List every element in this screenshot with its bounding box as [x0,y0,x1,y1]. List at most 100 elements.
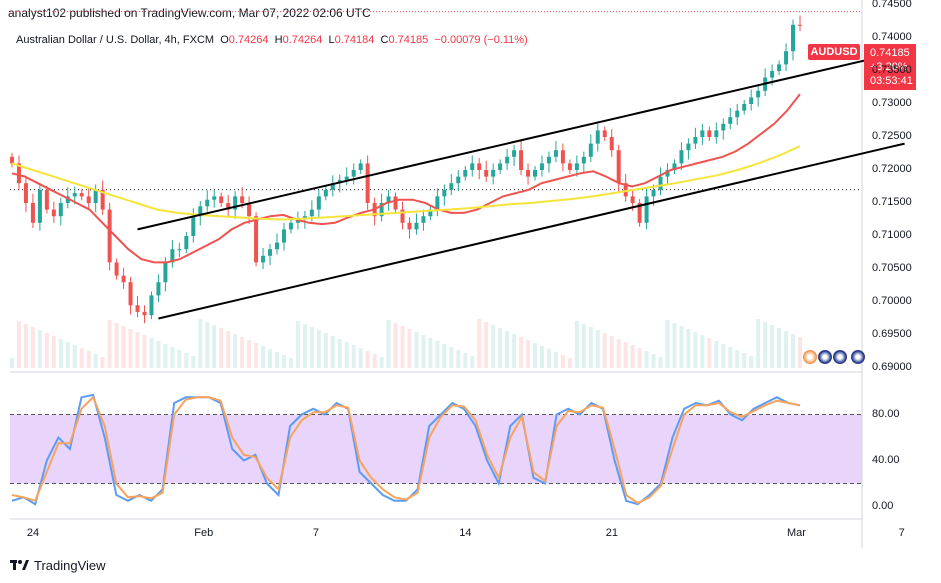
volume-bar [484,322,489,368]
volume-bar [456,350,461,368]
candle-body [770,71,775,78]
volume-bar [546,349,551,368]
price-tick-label: 0.74000 [872,31,912,43]
price-tick-label: 0.71000 [872,229,912,241]
volume-bar [679,326,684,368]
candle-body [198,206,203,217]
volume-bar [295,321,300,368]
volume-bar [135,332,140,368]
candle-body [379,203,384,217]
volume-bar [477,319,482,368]
ticker-badge: AUDUSD [808,44,860,60]
volume-bar [581,324,586,368]
candle-body [72,193,77,197]
volume-bar [742,353,747,368]
event-flag-icon[interactable] [803,350,817,364]
volume-bar [79,348,84,368]
candle-body [791,24,796,52]
volume-bar [302,324,307,368]
candle-body [637,203,642,223]
last-price: 0.74185 [870,47,910,59]
volume-bar [372,354,377,368]
candle-body [170,249,175,263]
candle-body [37,189,42,223]
candle-body [261,255,266,263]
close-value: 0.74185 [388,34,429,46]
candle-body [546,156,551,164]
open-label: O [220,34,229,46]
footer-brand[interactable]: TradingView [10,558,106,573]
candle-body [16,163,21,184]
candle-body [149,295,154,316]
volume-bar [379,357,384,368]
candle-body [247,203,252,217]
volume-bar [344,342,349,368]
time-tick-label: 21 [605,527,618,539]
price-tick-label: 0.74500 [872,0,912,10]
candle-body [651,189,656,197]
volume-bar [630,345,635,368]
candle-body [749,97,754,104]
volume-bar [588,327,593,368]
candle-body [240,196,245,203]
volume-bar [651,354,656,368]
volume-bar [623,342,628,368]
event-flag-icon[interactable] [833,350,847,364]
time-tick-label: 14 [459,527,472,539]
volume-bar [93,354,98,368]
price-tick-label: 0.72500 [872,130,912,142]
volume-bar [784,331,789,368]
volume-bar [288,358,293,368]
volume-bar [16,321,21,368]
tradingview-logo-icon [10,558,30,573]
candle-body [309,209,314,217]
candle-body [344,176,349,180]
event-flag-icon[interactable] [818,350,832,364]
volume-bar [274,352,279,368]
channel-lower-trendline [158,142,905,320]
candle-body [526,170,531,177]
candle-body [184,236,189,250]
volume-bar [756,319,761,368]
candle-body [226,203,231,210]
candle-body [51,209,56,217]
volume-bar [421,335,426,368]
volume-bar [386,320,391,368]
candle-body [665,170,670,177]
volume-bar [177,350,182,368]
volume-bar [721,344,726,368]
candle-body [539,163,544,170]
candle-body [121,275,126,283]
candle-body [142,311,147,316]
price-tick-label: 0.71500 [872,196,912,208]
volume-bar [128,329,133,368]
close-label: C [380,34,389,46]
candle-body [679,150,684,164]
volume-bar [791,334,796,368]
volume-bar [316,330,321,368]
volume-bar [65,342,70,368]
candle-body [784,51,789,65]
volume-bar [261,346,266,368]
footer-brand-text: TradingView [34,558,106,573]
candle-body [177,249,182,251]
change-value: −0.00079 (−0.11%) [434,34,528,46]
volume-bar [449,347,454,368]
candle-body [630,196,635,203]
volume-bar [686,329,691,368]
candle-body [435,196,440,210]
volume-bar [498,328,503,368]
volume-bar [414,332,419,368]
candle-body [742,104,747,111]
volume-bar [281,355,286,368]
percent-change: +3.20% [870,61,908,73]
candle-body [533,170,538,177]
event-flag-icon[interactable] [851,350,865,364]
price-tick-label: 0.70500 [872,262,912,274]
volume-bar [309,327,314,368]
slow-moving-average-line [11,145,801,221]
high-value: 0.74264 [282,34,323,46]
volume-bar [58,339,63,368]
candle-body [233,196,238,210]
